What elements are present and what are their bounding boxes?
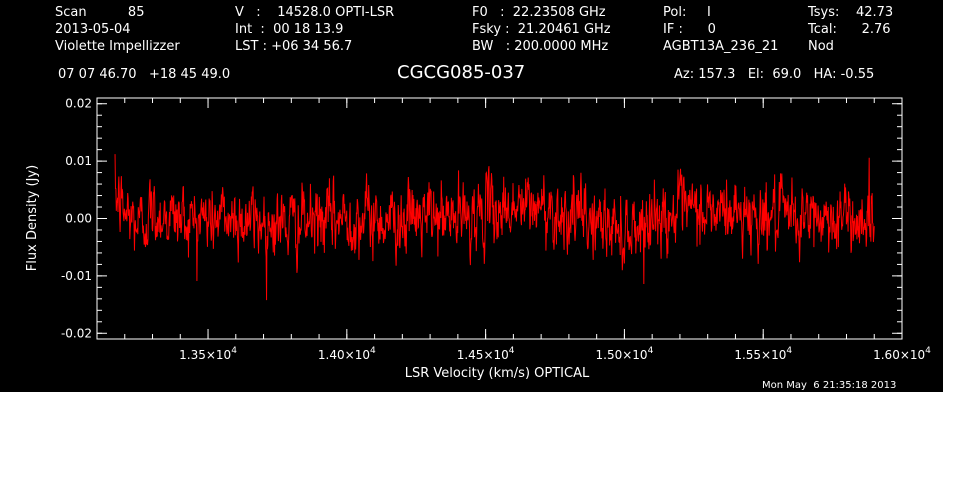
- plot-panel: Scan 85 2013-05-04 Violette Impellizzer …: [0, 0, 943, 392]
- header-date: 2013-05-04: [55, 22, 131, 37]
- header-integration: Int : 00 18 13.9: [235, 22, 344, 37]
- x-tick-label: 1.35×104: [179, 346, 237, 362]
- header-tsys: Tsys: 42.73: [808, 5, 894, 20]
- header-coordinates: 07 07 46.70 +18 45 49.0: [58, 67, 231, 82]
- x-tick-label: 1.60×104: [873, 346, 931, 362]
- x-tick-label: 1.50×104: [596, 346, 654, 362]
- x-tick-label: 1.55×104: [734, 346, 792, 362]
- axes-layer: 1.35×104 1.40×104 1.45×104 1.50×104 1.55×104…: [61, 97, 931, 362]
- timestamp: Mon May 6 21:35:18 2013: [762, 380, 897, 391]
- header-tcal: Tcal: 2.76: [808, 22, 891, 37]
- header-rest-frequency: F0 : 22.23508 GHz: [472, 5, 606, 20]
- header-velocity: V : 14528.0 OPTI-LSR: [235, 5, 395, 20]
- header-observer: Violette Impellizzer: [55, 39, 180, 54]
- header-sky-frequency: Fsky : 21.20461 GHz: [472, 22, 611, 37]
- header-lst: LST : +06 34 56.7: [235, 39, 353, 54]
- y-tick-label: 0.02: [65, 97, 92, 111]
- header-mode: Nod: [808, 39, 834, 54]
- header-bandwidth: BW : 200.0000 MHz: [472, 39, 609, 54]
- y-tick-label: -0.02: [61, 326, 92, 340]
- x-axis-label: LSR Velocity (km/s) OPTICAL: [405, 366, 590, 381]
- y-tick-label: 0.01: [65, 154, 92, 168]
- object-name: CGCG085-037: [397, 62, 526, 83]
- y-tick-label: 0.00: [65, 212, 92, 226]
- y-tick-label: -0.01: [61, 269, 92, 283]
- header-pointing: Az: 157.3 El: 69.0 HA: -0.55: [674, 67, 875, 82]
- x-tick-label: 1.45×104: [457, 346, 515, 362]
- y-axis-label: Flux Density (Jy): [25, 165, 40, 271]
- header-polarization: Pol: I: [663, 5, 711, 20]
- x-tick-label: 1.40×104: [318, 346, 376, 362]
- header-scan: Scan 85: [55, 5, 145, 20]
- trace-layer: [114, 154, 875, 301]
- spectrum-chart: 1.35×104 1.40×104 1.45×104 1.50×104 1.55×104…: [25, 97, 931, 381]
- header-project: AGBT13A_236_21: [663, 39, 779, 54]
- spectrum-trace: [114, 154, 875, 301]
- header-if: IF : 0: [663, 22, 716, 37]
